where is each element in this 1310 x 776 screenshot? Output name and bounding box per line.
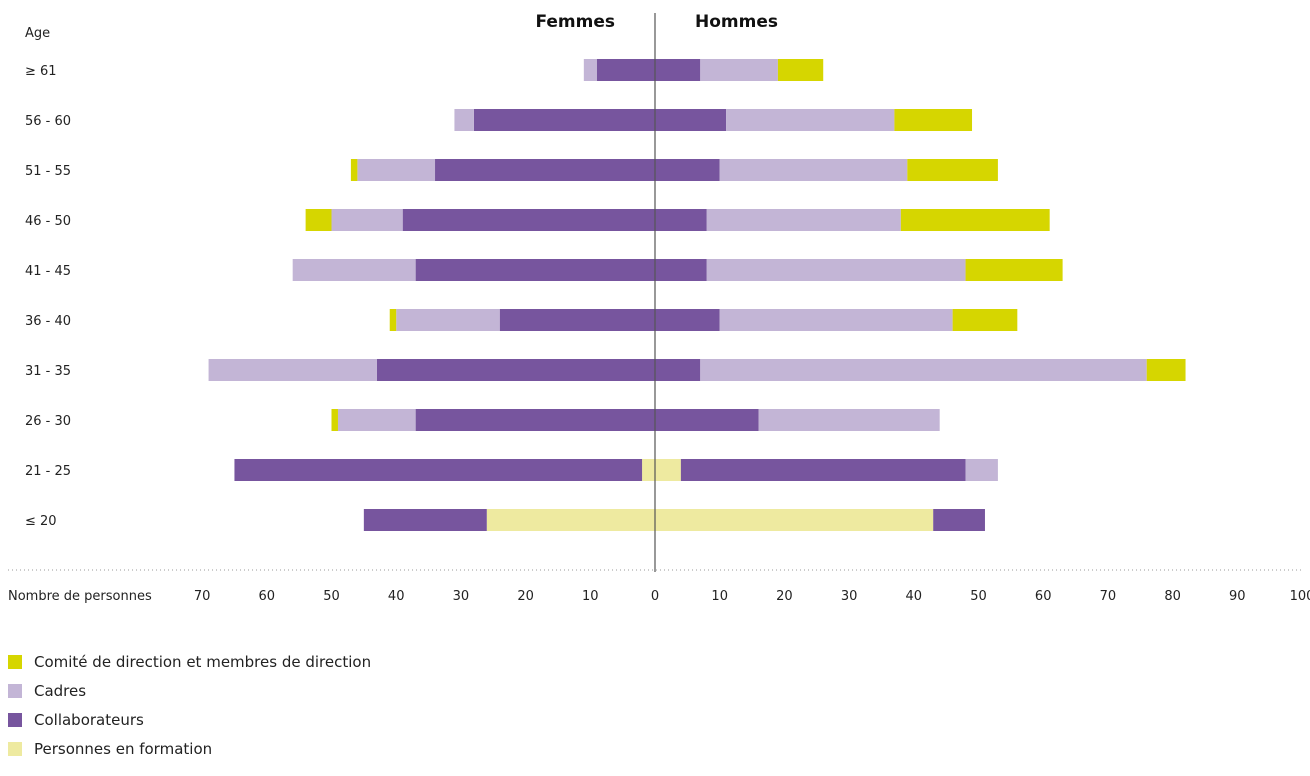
- legend-swatch: [8, 712, 22, 727]
- x-tick-label: 30: [453, 589, 470, 604]
- bar-femmes-comite-de-direction-et-membres-de-direction: [389, 309, 397, 331]
- bar-hommes-cadres: [700, 59, 778, 81]
- bar-hommes-cadres: [758, 409, 940, 431]
- x-tick-label: 30: [841, 589, 858, 604]
- x-tick-label: 40: [906, 589, 923, 604]
- bar-hommes-cadres: [700, 359, 1147, 381]
- age-label: 56 - 60: [25, 114, 71, 129]
- bar-hommes-comite-de-direction-et-membres-de-direction: [900, 209, 1050, 231]
- legend: Comité de direction et membres de direct…: [8, 651, 371, 767]
- legend-swatch: [8, 654, 22, 669]
- bar-femmes-comite-de-direction-et-membres-de-direction: [331, 409, 338, 431]
- x-tick-label: 100: [1290, 589, 1310, 604]
- y-axis-label: Age: [25, 26, 50, 41]
- bar-femmes-personnes-en-formation: [642, 459, 655, 481]
- bar-femmes-collaborateurs: [402, 209, 655, 231]
- legend-item: Collaborateurs: [8, 709, 371, 730]
- bar-hommes-cadres: [719, 309, 953, 331]
- bar-hommes-comite-de-direction-et-membres-de-direction: [777, 59, 824, 81]
- legend-label: Collaborateurs: [34, 710, 144, 729]
- bar-femmes-cadres: [454, 109, 474, 131]
- bar-hommes-personnes-en-formation: [655, 509, 934, 531]
- age-label: 46 - 50: [25, 214, 71, 229]
- x-tick-label: 90: [1229, 589, 1246, 604]
- age-label: 36 - 40: [25, 314, 71, 329]
- x-tick-label: 50: [323, 589, 340, 604]
- x-tick-label: 10: [711, 589, 728, 604]
- bar-femmes-comite-de-direction-et-membres-de-direction: [350, 159, 358, 181]
- bar-hommes-cadres: [706, 259, 966, 281]
- age-label: 31 - 35: [25, 364, 71, 379]
- x-tick-label: 70: [194, 589, 211, 604]
- bar-hommes-comite-de-direction-et-membres-de-direction: [907, 159, 998, 181]
- age-label: ≥ 61: [25, 64, 57, 79]
- bar-femmes-collaborateurs: [435, 159, 655, 181]
- bar-femmes-cadres: [208, 359, 377, 381]
- bar-hommes-cadres: [726, 109, 895, 131]
- x-tick-label: 40: [388, 589, 405, 604]
- x-axis-label: Nombre de personnes: [8, 589, 152, 604]
- x-tick-label: 50: [970, 589, 987, 604]
- bar-hommes-personnes-en-formation: [655, 459, 681, 481]
- bar-femmes-cadres: [292, 259, 416, 281]
- femmes-title: Femmes: [535, 12, 615, 32]
- age-label: 51 - 55: [25, 164, 71, 179]
- bar-femmes-collaborateurs: [234, 459, 643, 481]
- bar-hommes-collaborateurs: [655, 359, 701, 381]
- bar-hommes-collaborateurs: [655, 259, 707, 281]
- bar-hommes-collaborateurs: [655, 59, 701, 81]
- age-label: 41 - 45: [25, 264, 71, 279]
- legend-label: Cadres: [34, 681, 87, 700]
- bar-hommes-comite-de-direction-et-membres-de-direction: [965, 259, 1063, 281]
- age-label: 26 - 30: [25, 414, 71, 429]
- legend-item: Comité de direction et membres de direct…: [8, 651, 371, 672]
- legend-item: Cadres: [8, 680, 371, 701]
- bar-femmes-personnes-en-formation: [486, 509, 655, 531]
- legend-label: Comité de direction et membres de direct…: [34, 652, 372, 671]
- x-tick-label: 80: [1164, 589, 1181, 604]
- hommes-title: Hommes: [695, 12, 778, 32]
- x-tick-label: 0: [651, 589, 659, 604]
- bar-hommes-comite-de-direction-et-membres-de-direction: [894, 109, 973, 131]
- bar-hommes-collaborateurs: [655, 109, 727, 131]
- bar-femmes-cadres: [583, 59, 597, 81]
- age-label: ≤ 20: [25, 514, 57, 529]
- bar-femmes-cadres: [337, 409, 416, 431]
- bar-femmes-collaborateurs: [473, 109, 655, 131]
- bar-hommes-collaborateurs: [655, 209, 707, 231]
- x-tick-label: 20: [776, 589, 793, 604]
- legend-swatch: [8, 741, 22, 756]
- x-tick-label: 60: [1035, 589, 1052, 604]
- bar-femmes-collaborateurs: [596, 59, 655, 81]
- bar-hommes-collaborateurs: [655, 309, 720, 331]
- bar-hommes-cadres: [706, 209, 901, 231]
- bar-hommes-collaborateurs: [655, 409, 759, 431]
- bar-hommes-collaborateurs: [933, 509, 985, 531]
- bar-hommes-collaborateurs: [680, 459, 966, 481]
- population-pyramid-chart: Age Femmes Hommes Nombre de personnes ≥ …: [8, 12, 1310, 604]
- bar-femmes-collaborateurs: [415, 409, 655, 431]
- bar-hommes-comite-de-direction-et-membres-de-direction: [1146, 359, 1186, 381]
- bar-hommes-collaborateurs: [655, 159, 720, 181]
- bar-femmes-comite-de-direction-et-membres-de-direction: [305, 209, 332, 231]
- bar-femmes-collaborateurs: [499, 309, 655, 331]
- x-tick-label: 10: [582, 589, 599, 604]
- bar-hommes-cadres: [719, 159, 908, 181]
- bar-femmes-cadres: [396, 309, 500, 331]
- x-tick-label: 20: [517, 589, 534, 604]
- bar-hommes-comite-de-direction-et-membres-de-direction: [952, 309, 1018, 331]
- bar-femmes-collaborateurs: [376, 359, 655, 381]
- bar-femmes-cadres: [331, 209, 403, 231]
- x-tick-label: 70: [1100, 589, 1117, 604]
- legend-item: Personnes en formation: [8, 738, 371, 759]
- x-tick-label: 60: [259, 589, 276, 604]
- bar-femmes-collaborateurs: [363, 509, 487, 531]
- age-label: 21 - 25: [25, 464, 71, 479]
- legend-swatch: [8, 683, 22, 698]
- bar-femmes-cadres: [357, 159, 436, 181]
- bar-femmes-collaborateurs: [415, 259, 655, 281]
- bar-hommes-cadres: [965, 459, 998, 481]
- legend-label: Personnes en formation: [34, 739, 213, 758]
